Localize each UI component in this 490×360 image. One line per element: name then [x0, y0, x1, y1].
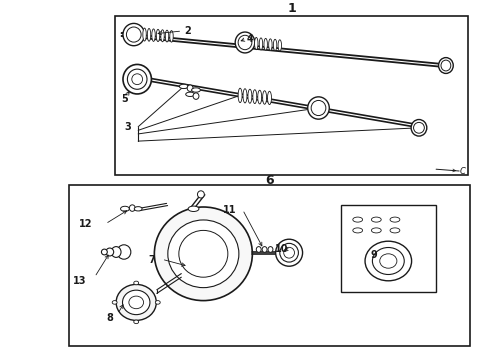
Text: 11: 11: [222, 204, 236, 215]
Ellipse shape: [156, 29, 160, 41]
Text: C: C: [460, 167, 465, 176]
Ellipse shape: [353, 217, 363, 222]
Text: 2: 2: [184, 26, 191, 36]
Ellipse shape: [134, 281, 139, 285]
Ellipse shape: [123, 64, 151, 94]
Ellipse shape: [273, 39, 277, 51]
Ellipse shape: [263, 91, 267, 104]
Ellipse shape: [170, 31, 173, 42]
Ellipse shape: [439, 58, 453, 73]
Text: 7: 7: [148, 255, 155, 265]
Ellipse shape: [122, 290, 150, 315]
Ellipse shape: [106, 248, 114, 256]
Ellipse shape: [268, 247, 273, 252]
Ellipse shape: [187, 85, 193, 91]
Ellipse shape: [127, 69, 147, 89]
Ellipse shape: [129, 296, 144, 309]
Ellipse shape: [371, 228, 381, 233]
Ellipse shape: [264, 39, 268, 50]
Bar: [115, 16, 468, 175]
Ellipse shape: [168, 220, 239, 288]
Ellipse shape: [111, 247, 121, 257]
Ellipse shape: [165, 30, 169, 42]
Ellipse shape: [258, 90, 262, 104]
Bar: [69, 185, 470, 346]
Ellipse shape: [255, 37, 258, 50]
Ellipse shape: [262, 247, 267, 252]
Ellipse shape: [143, 28, 146, 41]
Ellipse shape: [197, 191, 204, 198]
Text: 13: 13: [73, 276, 86, 286]
Ellipse shape: [112, 301, 117, 304]
Ellipse shape: [147, 28, 151, 41]
Text: 9: 9: [370, 250, 377, 260]
Text: 6: 6: [265, 174, 274, 187]
Ellipse shape: [243, 89, 247, 103]
Ellipse shape: [161, 30, 164, 42]
Ellipse shape: [132, 74, 143, 85]
Ellipse shape: [353, 228, 363, 233]
Text: 5: 5: [122, 94, 128, 104]
Text: 8: 8: [107, 312, 114, 323]
Ellipse shape: [134, 207, 142, 211]
Ellipse shape: [372, 248, 404, 274]
Ellipse shape: [179, 230, 228, 277]
Text: 4: 4: [246, 33, 253, 44]
Ellipse shape: [154, 207, 252, 301]
Ellipse shape: [192, 88, 200, 92]
Ellipse shape: [248, 89, 252, 103]
Ellipse shape: [414, 122, 424, 133]
Ellipse shape: [186, 92, 195, 96]
Ellipse shape: [193, 93, 199, 99]
Ellipse shape: [380, 254, 397, 268]
Text: 12: 12: [79, 219, 93, 229]
Ellipse shape: [253, 90, 257, 104]
Ellipse shape: [188, 206, 199, 211]
Ellipse shape: [275, 239, 303, 266]
Ellipse shape: [256, 247, 261, 252]
Ellipse shape: [269, 39, 272, 50]
Ellipse shape: [152, 29, 155, 41]
Ellipse shape: [280, 243, 298, 262]
Ellipse shape: [390, 228, 400, 233]
Ellipse shape: [308, 97, 329, 119]
Ellipse shape: [116, 284, 156, 320]
Text: 1: 1: [287, 3, 296, 15]
Ellipse shape: [238, 88, 242, 103]
Text: 10: 10: [275, 244, 289, 254]
Ellipse shape: [371, 217, 381, 222]
Ellipse shape: [121, 206, 129, 211]
Ellipse shape: [284, 247, 294, 258]
Ellipse shape: [129, 205, 135, 211]
Text: 3: 3: [124, 122, 131, 132]
Ellipse shape: [311, 100, 326, 116]
Ellipse shape: [134, 320, 139, 324]
Ellipse shape: [155, 301, 160, 304]
Ellipse shape: [268, 91, 271, 105]
Ellipse shape: [235, 32, 255, 53]
Bar: [341, 205, 436, 292]
Ellipse shape: [238, 35, 252, 50]
Ellipse shape: [390, 217, 400, 222]
Ellipse shape: [365, 241, 412, 281]
Ellipse shape: [259, 38, 263, 50]
Ellipse shape: [411, 120, 427, 136]
Ellipse shape: [179, 84, 188, 89]
Ellipse shape: [101, 249, 107, 255]
Ellipse shape: [441, 60, 451, 71]
Ellipse shape: [278, 40, 281, 51]
Ellipse shape: [123, 23, 145, 46]
Ellipse shape: [117, 245, 131, 259]
Ellipse shape: [126, 27, 141, 42]
